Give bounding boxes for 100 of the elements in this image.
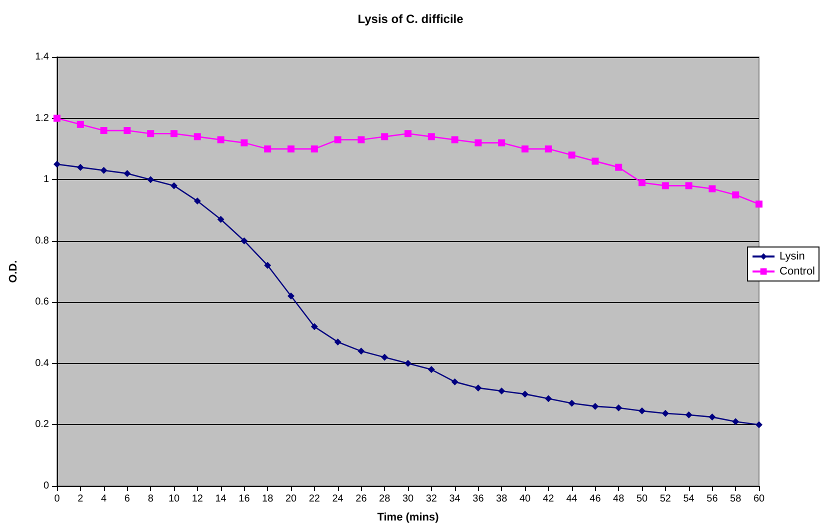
point: [685, 182, 692, 190]
x-tick-label: 28: [379, 494, 391, 504]
point: [498, 139, 506, 146]
point: [568, 400, 576, 407]
point: [732, 191, 740, 198]
point: [170, 130, 178, 138]
point: [404, 360, 412, 367]
point: [381, 354, 388, 361]
y-tick-label: 1: [43, 174, 50, 186]
point: [358, 348, 365, 355]
x-tick-label: 22: [308, 494, 320, 504]
point: [592, 402, 599, 410]
point: [685, 411, 692, 418]
x-tick-label: 0: [54, 494, 60, 504]
point: [334, 338, 342, 346]
point: [124, 127, 131, 134]
point: [288, 292, 294, 300]
point: [544, 145, 552, 152]
point: [100, 166, 108, 174]
point: [544, 395, 552, 402]
y-axis-title: O.D.: [8, 260, 20, 283]
y-tick-label: 0.8: [35, 235, 50, 246]
point: [264, 262, 272, 269]
x-tick-label: 40: [519, 494, 531, 504]
x-tick-label: 16: [238, 494, 250, 504]
x-tick-label: 50: [636, 494, 648, 504]
point: [592, 158, 599, 165]
point: [310, 145, 318, 152]
point: [54, 160, 60, 168]
x-axis-title: Time (mins): [377, 512, 440, 524]
x-tick-label: 58: [730, 494, 742, 504]
point: [615, 404, 622, 412]
point: [451, 378, 458, 386]
point: [334, 136, 342, 144]
point: [732, 418, 740, 426]
x-tick-label: 56: [706, 494, 718, 504]
y-tick-label: 0.6: [35, 296, 50, 308]
x-tick-label: 36: [472, 494, 484, 504]
x-tick-label: 38: [496, 494, 508, 504]
point: [264, 145, 272, 152]
point: [498, 388, 506, 395]
y-tick-label: 0: [43, 480, 50, 492]
point: [708, 414, 716, 421]
x-tick-label: 24: [332, 494, 344, 504]
x-tick-label: 44: [566, 494, 578, 504]
point: [217, 216, 224, 223]
y-tick-label: 1.4: [35, 52, 50, 62]
point: [147, 130, 154, 138]
point: [615, 164, 622, 171]
point: [522, 145, 528, 152]
x-tick-label: 12: [192, 494, 204, 504]
x-tick-label: 48: [613, 494, 625, 504]
x-tick-label: 6: [124, 494, 130, 504]
x-tick-label: 42: [542, 494, 554, 504]
legend-label: Control: [780, 266, 816, 278]
x-tick-label: 52: [660, 494, 672, 504]
x-tick-label: 2: [78, 494, 84, 504]
point: [428, 366, 435, 374]
x-tick-label: 14: [215, 494, 227, 504]
point: [638, 179, 646, 186]
x-tick-label: 32: [426, 494, 438, 504]
point: [428, 133, 435, 140]
point: [288, 145, 294, 152]
point: [451, 136, 458, 144]
point: [147, 176, 154, 184]
x-tick-label: 46: [590, 494, 602, 504]
point: [404, 130, 412, 138]
x-tick-label: 20: [285, 494, 297, 504]
x-tick-label: 30: [402, 494, 414, 504]
x-tick-label: 34: [449, 494, 461, 504]
point: [662, 182, 669, 190]
point: [170, 182, 178, 190]
x-tick-label: 10: [168, 494, 180, 504]
x-tick-label: 18: [262, 494, 274, 504]
point: [194, 133, 201, 140]
point: [756, 200, 762, 208]
chart-title: Lysis of C. difficile: [358, 12, 464, 26]
x-tick-label: 54: [683, 494, 695, 504]
point: [381, 133, 388, 140]
point: [522, 390, 528, 398]
point: [124, 170, 131, 177]
point: [474, 139, 482, 146]
x-tick-label: 60: [753, 494, 765, 504]
y-tick-label: 0.2: [35, 419, 50, 430]
x-tick-label: 8: [148, 494, 154, 504]
x-tick-label: 4: [101, 494, 108, 504]
point: [756, 421, 762, 428]
point: [474, 384, 482, 392]
point: [217, 136, 224, 144]
point: [240, 237, 248, 244]
y-tick-label: 1.2: [35, 112, 50, 124]
point: [100, 127, 108, 134]
x-tick-label: 26: [356, 494, 368, 504]
point: [708, 185, 716, 192]
point: [240, 139, 248, 146]
point: [310, 323, 318, 330]
y-tick-label: 0.4: [35, 358, 50, 369]
point: [358, 136, 365, 144]
legend-label: Lysin: [780, 250, 805, 262]
point: [76, 164, 84, 171]
